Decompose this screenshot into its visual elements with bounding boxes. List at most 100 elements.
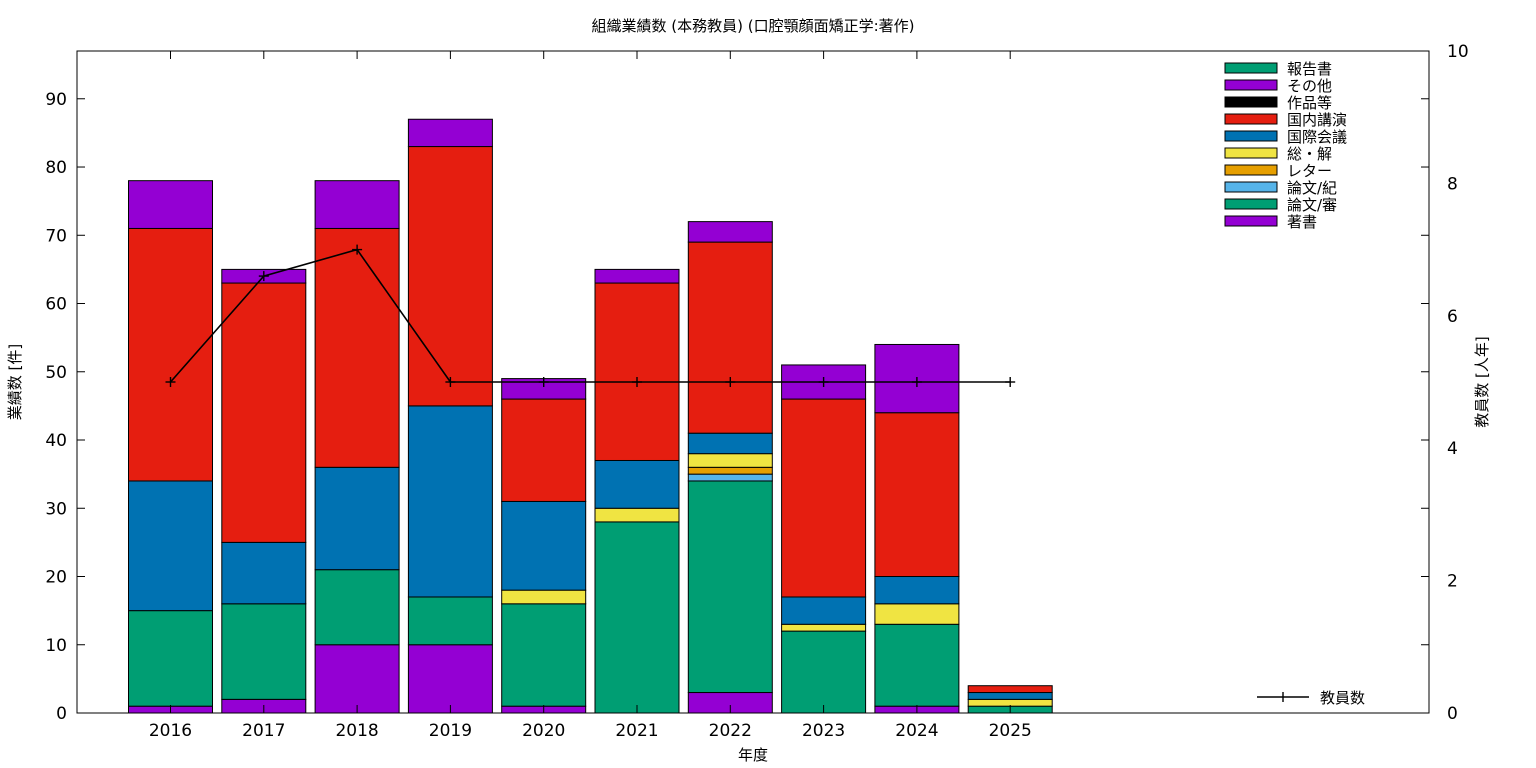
legend-item: 総・解 [1224,145,1332,163]
bar-segment-2020-6 [501,398,587,502]
bar-segment-2016-5 [128,480,213,612]
bar-segment-2018-1 [314,569,400,646]
y-tick-label: 10 [45,636,67,656]
legend-item: 著書 [1224,213,1317,231]
legend-swatch [1224,164,1278,176]
x-tick-label: 2025 [989,721,1032,741]
bar-segment-2022-2 [687,473,773,482]
bar-segment-2018-6 [314,227,400,468]
bars [128,118,1053,714]
bar-segment-2025-6 [967,685,1053,694]
bar-segment-2021-8 [594,268,680,284]
bar-segment-2021-4 [594,507,680,523]
legend-swatch [1224,130,1278,142]
legend-label: 論文/審 [1287,196,1337,214]
legend-item: 論文/審 [1224,196,1337,214]
legend-item: 国内講演 [1224,111,1347,129]
bar-segment-2016-6 [128,227,213,482]
legend-item: 作品等 [1224,94,1332,112]
legend-label: 作品等 [1287,94,1332,112]
bar-segment-2020-4 [501,589,587,605]
line-point [538,377,549,387]
legend-item: その他 [1224,77,1332,95]
x-tick-label: 2023 [802,721,845,741]
bar-segment-2017-6 [221,282,307,543]
legend-swatch [1224,62,1278,74]
line-legend-label: 教員数 [1320,689,1365,707]
y-tick-label: 70 [45,226,67,246]
x-tick-label: 2024 [895,721,938,741]
bar-segment-2024-5 [874,576,960,605]
teacher-count-line [169,248,1011,383]
line-point [632,377,642,387]
y-tick-label: 60 [45,295,67,315]
y2-tick-label: 6 [1447,307,1458,327]
bar-segment-2023-5 [781,596,867,625]
x-tick-label: 2019 [429,721,472,741]
legend-label: 総・解 [1287,145,1332,163]
bar-segment-2023-4 [781,623,867,632]
bar-segment-2018-8 [314,180,400,229]
bar-segment-2019-5 [407,405,493,598]
bar-segment-2025-5 [967,692,1053,700]
line-point [1005,377,1016,387]
y2-axis-label: 教員数 [人年] [1473,336,1491,427]
bar-segment-2022-3 [687,466,773,475]
bar-segment-2016-1 [128,610,213,707]
legend-swatch [1224,113,1278,125]
line-point [911,377,922,387]
legend-label: その他 [1287,77,1332,95]
x-tick-label: 2018 [335,721,378,741]
bar-segment-2023-1 [781,630,867,714]
x-tick-label: 2020 [522,721,565,741]
legend-label: 著書 [1287,213,1317,231]
legend-label: 論文/紀 [1287,179,1337,197]
legend-item: 報告書 [1224,60,1332,78]
line-point [258,271,269,282]
line-point [818,377,829,387]
legend-item: 国際会議 [1224,128,1347,146]
legend-label: 報告書 [1287,60,1332,78]
bar-segment-2019-1 [407,596,493,646]
bar-segment-2021-5 [594,459,680,509]
legend-swatch [1224,198,1278,210]
bar-segment-2018-5 [314,466,400,571]
chart-title: 組織業績数 (本務教員) (口腔顎顔面矯正学:著作) [591,17,914,35]
bar-segment-2022-5 [687,432,773,455]
y-tick-label: 30 [45,499,67,519]
bar-segment-2024-1 [874,623,960,707]
legend-item: 論文/紀 [1224,179,1337,197]
bar-segment-2019-8 [407,118,493,148]
plot-frame [76,50,1430,714]
legend-label: レター [1287,162,1332,180]
x-tick-label: 2021 [615,721,658,741]
bar-segment-2021-6 [594,282,680,461]
bar-segment-2016-8 [128,180,213,229]
line-point [352,244,363,255]
y-tick-label: 0 [56,704,67,724]
y-tick-label: 50 [45,363,67,383]
bar-segment-2024-4 [874,603,960,625]
line-point [445,377,456,387]
line-point [725,377,736,387]
bar-segment-2024-6 [874,412,960,578]
bar-segment-2022-4 [687,453,773,468]
line-legend: 教員数 [1257,689,1365,707]
y2-tick-label: 4 [1447,439,1458,459]
legend-swatch [1224,215,1278,227]
bar-segment-2017-5 [221,541,307,605]
bar-segment-2022-1 [687,480,773,694]
legend-swatch [1224,147,1278,159]
bar-segment-2021-1 [594,521,680,714]
line-point [165,377,176,387]
bar-segment-2017-1 [221,603,307,700]
legend-label: 国際会議 [1287,128,1347,146]
x-axis-label: 年度 [738,746,768,764]
y2-tick-label: 0 [1447,704,1458,724]
legend-swatch [1224,181,1278,193]
y2-tick-label: 10 [1447,42,1469,62]
bar-segment-2019-0 [407,644,493,714]
y2-tick-label: 8 [1447,174,1458,194]
y-tick-label: 20 [45,568,67,588]
